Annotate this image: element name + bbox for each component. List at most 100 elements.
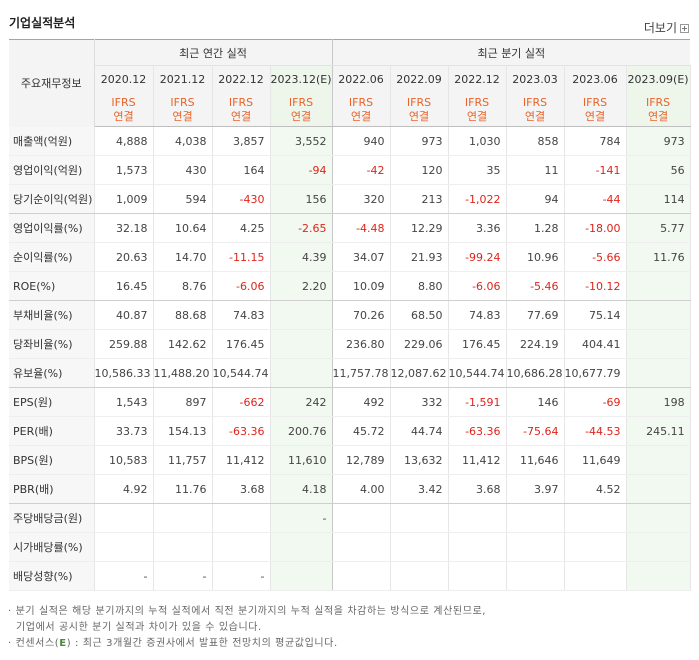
value-cell: 242 bbox=[270, 387, 333, 417]
period-header: 2022.06 bbox=[332, 65, 391, 94]
value-cell: 142.62 bbox=[153, 329, 213, 359]
value-cell bbox=[626, 358, 691, 388]
value-cell: -2.65 bbox=[270, 213, 333, 243]
ifrs-label: IFRS bbox=[111, 95, 136, 109]
value-cell: 3.42 bbox=[390, 474, 449, 504]
value-cell bbox=[564, 561, 627, 591]
value-cell: 1.28 bbox=[506, 213, 565, 243]
table-corner-label: 주요재무정보 bbox=[9, 39, 95, 127]
table-row: 영업이익률(%) 32.18 10.64 4.25 -2.65 -4.48 12.29 3.3… bbox=[9, 213, 691, 243]
table-row: ROE(%) 16.45 8.76 -6.06 2.20 10.09 8.80 -6.06 -5… bbox=[9, 271, 691, 301]
value-cell: -10.12 bbox=[564, 271, 627, 301]
value-cell: 784 bbox=[564, 126, 627, 156]
value-cell: 146 bbox=[506, 387, 565, 417]
value-cell: 858 bbox=[506, 126, 565, 156]
value-cell: 229.06 bbox=[390, 329, 449, 359]
value-cell: 224.19 bbox=[506, 329, 565, 359]
value-cell: 492 bbox=[332, 387, 391, 417]
ifrs-label: IFRS bbox=[582, 95, 608, 109]
value-cell bbox=[506, 532, 565, 562]
value-cell: 4.52 bbox=[564, 474, 627, 504]
value-cell bbox=[448, 503, 507, 533]
ifrs-label: IFRS bbox=[348, 95, 374, 109]
period-header: 2023.06 bbox=[564, 65, 627, 94]
value-cell: 14.70 bbox=[153, 242, 213, 272]
financial-table: 주요재무정보 최근 연간 실적 최근 분기 실적 2020.12 2021.12 2… bbox=[9, 39, 691, 591]
ifrs-basis-label: IFRS 연결 bbox=[448, 93, 507, 127]
more-link[interactable]: 더보기 bbox=[644, 19, 689, 36]
value-cell: 11,412 bbox=[448, 445, 507, 475]
value-cell: 213 bbox=[390, 184, 449, 214]
value-cell: 11,649 bbox=[564, 445, 627, 475]
consolidated-label: 연결 bbox=[584, 109, 606, 123]
value-cell: 3,552 bbox=[270, 126, 333, 156]
value-cell: 973 bbox=[626, 126, 691, 156]
value-cell: 11,646 bbox=[506, 445, 565, 475]
value-cell bbox=[448, 532, 507, 562]
value-cell bbox=[448, 561, 507, 591]
value-cell: 10.64 bbox=[153, 213, 213, 243]
value-cell: 70.26 bbox=[332, 300, 391, 330]
table-row: 영업이익(억원) 1,573 430 164 -94 -42 120 35 11 -141 56 bbox=[9, 155, 691, 185]
value-cell: 12.29 bbox=[390, 213, 449, 243]
table-row: 매출액(억원) 4,888 4,038 3,857 3,552 940 973 1,030 85… bbox=[9, 126, 691, 156]
consolidated-label: 연결 bbox=[524, 109, 546, 123]
table-row: 순이익률(%) 20.63 14.70 -11.15 4.39 34.07 21.93 -99… bbox=[9, 242, 691, 272]
ifrs-label: IFRS bbox=[228, 95, 254, 109]
period-header: 2020.12 bbox=[94, 65, 154, 94]
value-cell: 4,038 bbox=[153, 126, 213, 156]
value-cell: 176.45 bbox=[448, 329, 507, 359]
value-cell: 1,543 bbox=[94, 387, 154, 417]
value-cell bbox=[270, 561, 333, 591]
table-row: PER(배) 33.73 154.13 -63.36 200.76 45.72 44.74-… bbox=[9, 416, 691, 446]
ifrs-label: IFRS bbox=[464, 95, 490, 109]
value-cell: 45.72 bbox=[332, 416, 391, 446]
period-header: 2023.03 bbox=[506, 65, 565, 94]
period-header: 2022.09 bbox=[390, 65, 449, 94]
footnote-1: · 분기 실적은 해당 분기까지의 누적 실적에서 직전 분기까지의 누적 실적… bbox=[8, 606, 487, 617]
value-cell: - bbox=[212, 561, 271, 591]
value-cell: 4.39 bbox=[270, 242, 333, 272]
value-cell bbox=[94, 532, 154, 562]
row-label: 배당성향(%) bbox=[9, 561, 95, 591]
annual-group-header: 최근 연간 실적 bbox=[94, 39, 333, 66]
value-cell: 4.00 bbox=[332, 474, 391, 504]
value-cell: 10.96 bbox=[506, 242, 565, 272]
period-header: 2021.12 bbox=[153, 65, 213, 94]
value-cell: -42 bbox=[332, 155, 391, 185]
value-cell bbox=[626, 474, 691, 504]
row-label: 주당배당금(원) bbox=[9, 503, 95, 533]
value-cell bbox=[626, 503, 691, 533]
ifrs-basis-label: IFRS 연결 bbox=[626, 93, 691, 127]
table-row: 당좌비율(%) 259.88 142.62 176.45 236.80 229.06 176… bbox=[9, 329, 691, 359]
value-cell: -6.06 bbox=[212, 271, 271, 301]
value-cell: 236.80 bbox=[332, 329, 391, 359]
value-cell bbox=[564, 532, 627, 562]
value-cell bbox=[212, 532, 271, 562]
value-cell: -4.48 bbox=[332, 213, 391, 243]
value-cell: 33.73 bbox=[94, 416, 154, 446]
value-cell: 594 bbox=[153, 184, 213, 214]
row-label: BPS(원) bbox=[9, 445, 95, 475]
value-cell: - bbox=[153, 561, 213, 591]
value-cell: 430 bbox=[153, 155, 213, 185]
value-cell bbox=[332, 561, 391, 591]
value-cell: 11,757.78 bbox=[332, 358, 391, 388]
ifrs-label: IFRS bbox=[645, 95, 671, 109]
value-cell: 35 bbox=[448, 155, 507, 185]
value-cell: 154.13 bbox=[153, 416, 213, 446]
ifrs-label: IFRS bbox=[522, 95, 548, 109]
footnote-2: · 컨센서스(E) : 최근 3개월간 증권사에서 발표한 전망치의 평균값입니… bbox=[8, 638, 338, 649]
value-cell: 10.09 bbox=[332, 271, 391, 301]
value-cell: -18.00 bbox=[564, 213, 627, 243]
value-cell: 12,087.62 bbox=[390, 358, 449, 388]
row-label: PER(배) bbox=[9, 416, 95, 446]
consolidated-label: 연결 bbox=[408, 109, 430, 123]
table-row: PBR(배) 4.92 11.76 3.68 4.18 4.00 3.42 3.68 3.97 4… bbox=[9, 474, 691, 504]
value-cell: 4.25 bbox=[212, 213, 271, 243]
value-cell: 1,030 bbox=[448, 126, 507, 156]
value-cell: -75.64 bbox=[506, 416, 565, 446]
value-cell: -1,591 bbox=[448, 387, 507, 417]
value-cell bbox=[626, 271, 691, 301]
section-header: 기업실적분석 더보기 bbox=[0, 0, 699, 38]
